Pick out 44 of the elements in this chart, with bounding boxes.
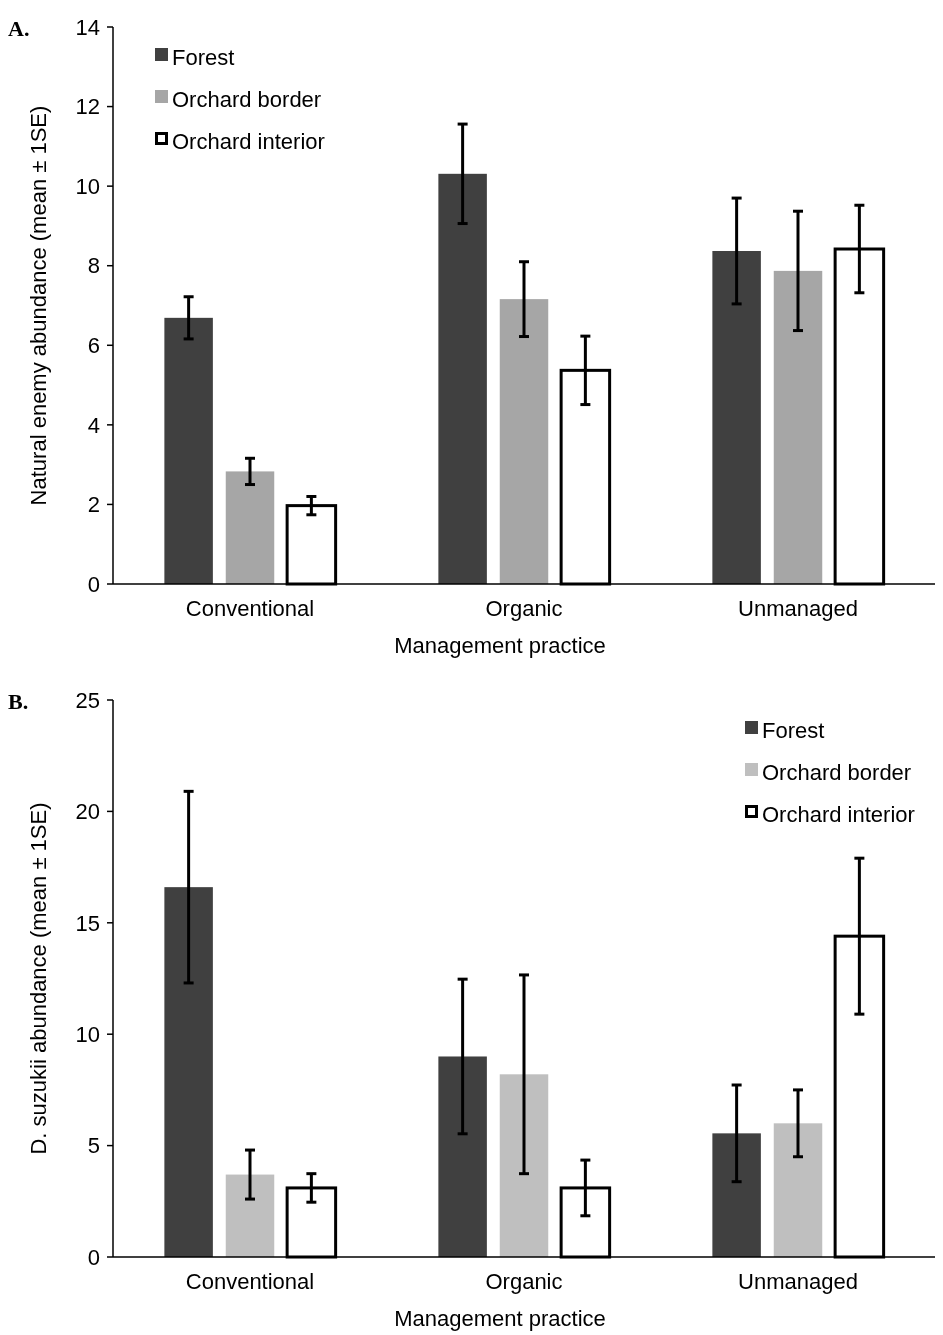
bar bbox=[499, 1074, 549, 1257]
y-tick-label: 4 bbox=[87, 412, 100, 438]
y-tick-label: 6 bbox=[87, 332, 100, 358]
y-tick-label: 0 bbox=[87, 1244, 100, 1270]
bar bbox=[712, 250, 761, 584]
y-tick-label: 0 bbox=[87, 571, 100, 597]
legend-label: Orchard interior bbox=[172, 128, 325, 154]
y-tick-label: 2 bbox=[87, 492, 100, 518]
chart-title: B. bbox=[8, 689, 29, 714]
y-tick-label: 10 bbox=[75, 1021, 100, 1047]
legend-label: Orchard interior bbox=[762, 801, 915, 827]
y-tick-label: 12 bbox=[75, 94, 100, 120]
legend-label: Orchard border bbox=[762, 759, 912, 785]
y-tick-label: 15 bbox=[75, 910, 100, 936]
x-tick-label: Organic bbox=[485, 1269, 563, 1294]
chart-title: A. bbox=[8, 16, 30, 41]
bar bbox=[712, 1133, 761, 1257]
y-tick-label: 5 bbox=[87, 1133, 100, 1159]
x-tick-label: Conventional bbox=[185, 596, 315, 621]
x-tick-label: Conventional bbox=[185, 1269, 315, 1294]
y-tick-label: 10 bbox=[75, 173, 100, 199]
y-axis-title: Natural enemy abundance (mean ± 1SE) bbox=[26, 105, 51, 506]
bar bbox=[773, 270, 823, 584]
x-axis-title: Management practice bbox=[394, 1306, 606, 1331]
bar bbox=[438, 1056, 487, 1257]
bar bbox=[499, 299, 549, 584]
bar bbox=[225, 1174, 275, 1257]
legend-label: Orchard border bbox=[172, 86, 322, 112]
x-tick-label: Unmanaged bbox=[738, 596, 858, 621]
y-axis-title: D. suzukii abundance (mean ± 1SE) bbox=[26, 802, 51, 1155]
bar bbox=[164, 317, 213, 584]
legend-label: Forest bbox=[172, 44, 235, 70]
y-tick-label: 8 bbox=[87, 253, 100, 279]
bar bbox=[164, 887, 213, 1257]
bar bbox=[225, 471, 275, 584]
x-tick-label: Organic bbox=[485, 596, 563, 621]
bar bbox=[438, 173, 487, 584]
x-axis-title: Management practice bbox=[394, 633, 606, 658]
x-tick-label: Unmanaged bbox=[738, 1269, 858, 1294]
bar bbox=[773, 1123, 823, 1257]
y-tick-label: 20 bbox=[75, 799, 100, 825]
legend-label: Forest bbox=[762, 717, 825, 743]
y-tick-label: 25 bbox=[75, 687, 100, 713]
y-tick-label: 14 bbox=[75, 14, 100, 40]
